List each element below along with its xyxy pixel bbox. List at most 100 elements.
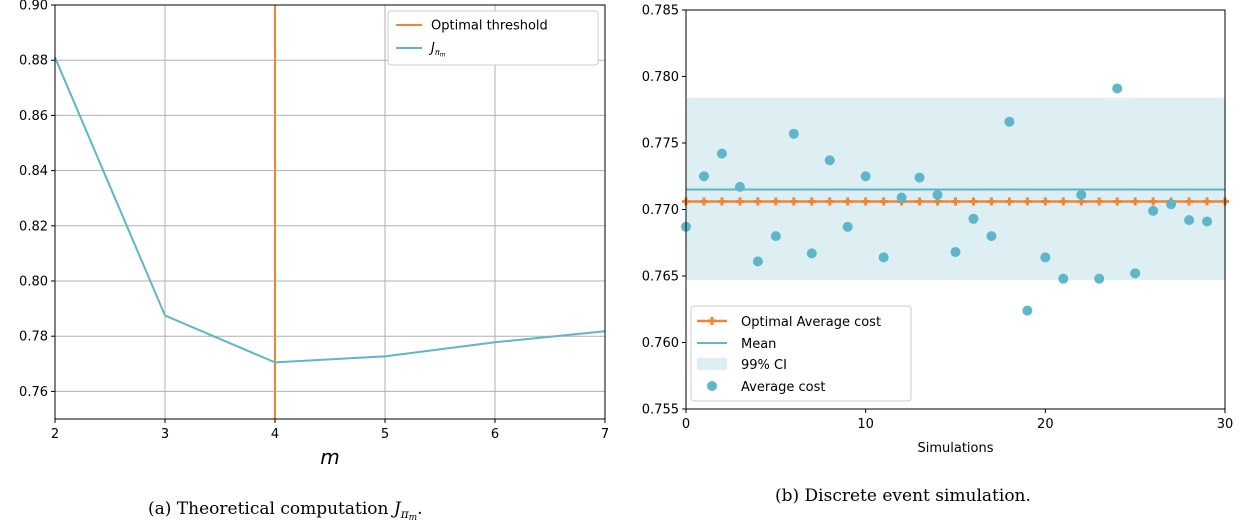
series-j-line bbox=[54, 57, 606, 364]
average-cost-point bbox=[896, 192, 907, 203]
x-tick-label: 10 bbox=[857, 417, 874, 432]
average-cost-point bbox=[698, 171, 709, 182]
average-cost-point bbox=[842, 221, 853, 232]
x-tick-label: 5 bbox=[381, 427, 389, 442]
legend-box bbox=[690, 305, 912, 402]
optimal-marker bbox=[969, 197, 978, 206]
legend-label-optimal-threshold: Optimal threshold bbox=[431, 19, 548, 34]
y-tick-label: 0.86 bbox=[19, 109, 48, 124]
average-cost-point bbox=[1148, 205, 1159, 216]
average-cost-point bbox=[1058, 273, 1069, 284]
optimal-marker bbox=[1059, 197, 1068, 206]
optimal-marker bbox=[987, 197, 996, 206]
average-cost-point bbox=[968, 213, 979, 224]
chart-theoretical: 2 3 4 5 6 7 0.76 0.78 0.80 0.82 0.84 0.86 0.88 0.90 m O… bbox=[19, 0, 609, 469]
optimal-marker bbox=[1041, 197, 1050, 206]
average-cost-point bbox=[1022, 305, 1033, 316]
x-tick-label: 7 bbox=[601, 427, 609, 442]
average-cost-point bbox=[788, 128, 799, 139]
optimal-marker bbox=[951, 197, 960, 206]
y-tick-label: 0.770 bbox=[642, 203, 679, 218]
average-cost-point bbox=[824, 155, 835, 166]
legend-label-average-cost: Average cost bbox=[741, 380, 826, 395]
average-cost-point bbox=[986, 231, 997, 242]
optimal-marker bbox=[789, 197, 798, 206]
optimal-marker bbox=[861, 197, 870, 206]
y-tick-label: 0.760 bbox=[642, 336, 679, 351]
chart-simulation: 0 10 20 30 0.755 0.760 0.765 0.770 0.775 0.780 0.7… bbox=[642, 4, 1233, 457]
average-cost-point bbox=[734, 181, 745, 192]
x-tick-label: 30 bbox=[1217, 417, 1234, 432]
optimal-marker bbox=[1203, 197, 1212, 206]
average-cost-point bbox=[1076, 189, 1087, 200]
average-cost-point bbox=[716, 148, 727, 159]
legend-label-optimal-average-cost: Optimal Average cost bbox=[741, 315, 881, 330]
x-tick-label: 0 bbox=[682, 417, 690, 432]
legend-box bbox=[387, 10, 599, 66]
caption-b: (b) Discrete event simulation. bbox=[775, 486, 1031, 506]
average-cost-point bbox=[1094, 273, 1105, 284]
average-cost-point bbox=[1112, 83, 1123, 94]
average-cost-point bbox=[1040, 252, 1051, 263]
optimal-marker bbox=[1023, 197, 1032, 206]
optimal-marker bbox=[843, 197, 852, 206]
y-tick-label: 0.755 bbox=[642, 403, 679, 418]
average-cost-point bbox=[860, 171, 871, 182]
average-cost-point bbox=[752, 256, 763, 267]
optimal-marker bbox=[753, 197, 762, 206]
y-tick-label: 0.84 bbox=[19, 164, 48, 179]
average-cost-point bbox=[914, 172, 925, 183]
optimal-marker bbox=[735, 197, 744, 206]
optimal-marker bbox=[1095, 197, 1104, 206]
optimal-marker bbox=[1113, 197, 1122, 206]
y-tick-label: 0.88 bbox=[19, 54, 48, 69]
legend-label-ci: 99% CI bbox=[741, 358, 787, 373]
y-tick-label: 0.76 bbox=[19, 385, 48, 400]
average-cost-point bbox=[950, 247, 961, 258]
average-cost-point bbox=[1184, 215, 1195, 226]
legend: Optimal Average cost Mean 99% CI Average co… bbox=[690, 305, 912, 402]
y-tick-label: 0.90 bbox=[19, 0, 48, 14]
y-tick-label: 0.775 bbox=[642, 137, 679, 152]
x-tick-label: 3 bbox=[161, 427, 169, 442]
caption-a: (a) Theoretical computation Jπm. bbox=[148, 499, 423, 523]
optimal-marker bbox=[1149, 197, 1158, 206]
optimal-marker bbox=[1131, 197, 1140, 206]
x-tick-label: 6 bbox=[491, 427, 499, 442]
optimal-marker bbox=[771, 197, 780, 206]
optimal-marker bbox=[879, 197, 888, 206]
optimal-marker bbox=[807, 197, 816, 206]
y-tick-label: 0.78 bbox=[19, 330, 48, 345]
y-tick-label: 0.780 bbox=[642, 70, 679, 85]
average-cost-point bbox=[770, 231, 781, 242]
plot-frame bbox=[54, 4, 606, 420]
x-axis-label: Simulations bbox=[917, 441, 993, 456]
x-axis-label: m bbox=[320, 445, 339, 469]
average-cost-point bbox=[932, 189, 943, 200]
x-tick-label: 2 bbox=[51, 427, 59, 442]
optimal-marker bbox=[699, 197, 708, 206]
optimal-marker bbox=[825, 197, 834, 206]
optimal-marker bbox=[717, 197, 726, 206]
average-cost-point bbox=[878, 252, 889, 263]
y-tick-label: 0.80 bbox=[19, 275, 48, 290]
legend-label-mean: Mean bbox=[741, 337, 776, 352]
optimal-marker bbox=[1005, 197, 1014, 206]
y-tick-label: 0.785 bbox=[642, 4, 679, 19]
legend-marker-optimal-average-cost bbox=[708, 317, 716, 325]
average-cost-point bbox=[806, 248, 817, 259]
legend-swatch-average-cost bbox=[707, 381, 717, 391]
optimal-marker bbox=[1185, 197, 1194, 206]
y-tick-label: 0.82 bbox=[19, 219, 48, 234]
average-cost-point bbox=[1202, 216, 1213, 227]
legend-swatch-ci bbox=[697, 358, 727, 370]
average-cost-point bbox=[1166, 199, 1177, 210]
x-tick-label: 4 bbox=[271, 427, 279, 442]
average-cost-point bbox=[1130, 268, 1141, 279]
optimal-marker bbox=[915, 197, 924, 206]
y-tick-label: 0.765 bbox=[642, 270, 679, 285]
average-cost-point bbox=[1004, 116, 1015, 127]
x-tick-label: 20 bbox=[1037, 417, 1054, 432]
